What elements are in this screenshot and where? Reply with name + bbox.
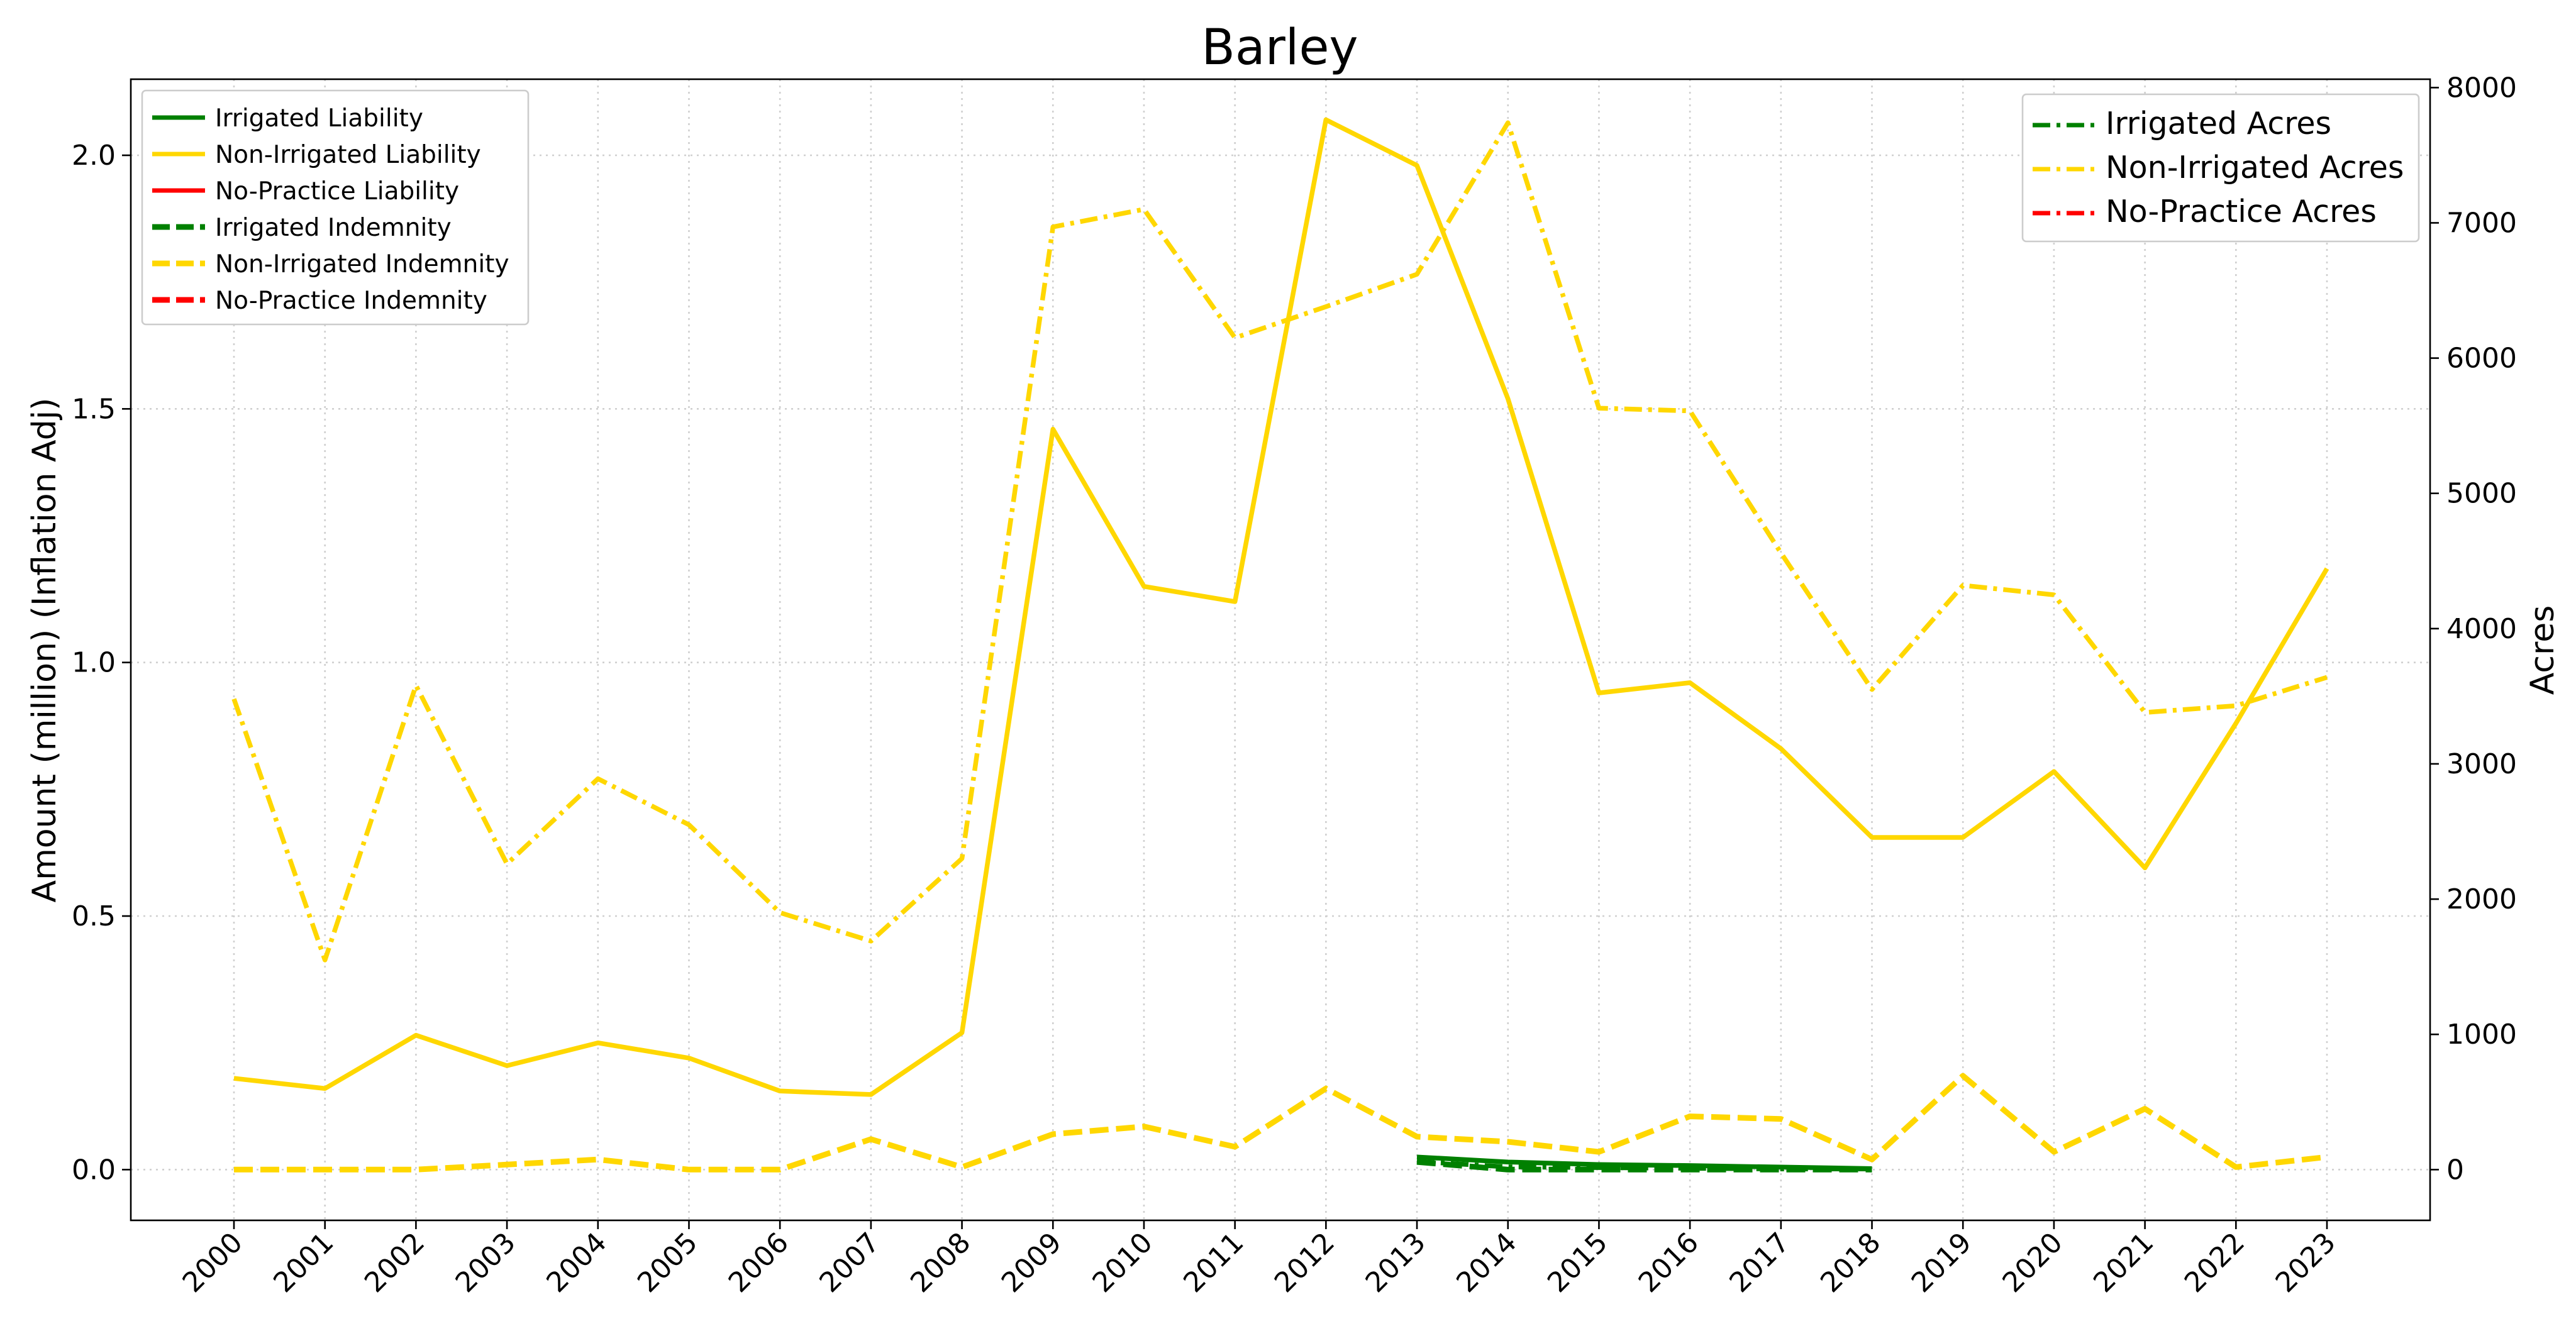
legend-label: Irrigated Indemnity <box>215 214 452 242</box>
y-tick-label-right: 1000 <box>2446 1019 2517 1051</box>
x-tick-label: 2002 <box>358 1227 431 1299</box>
y-tick-label-left: 1.0 <box>72 647 116 679</box>
x-tick-label: 2007 <box>813 1227 886 1299</box>
series-irrigated-acres <box>1416 1159 1872 1172</box>
legend-label: Irrigated Liability <box>215 104 423 133</box>
plot-frame <box>130 78 2431 1222</box>
x-tick-label: 2001 <box>267 1227 340 1299</box>
x-tick-label: 2003 <box>450 1227 522 1299</box>
y-tick-label-left: 2.0 <box>72 140 116 172</box>
series-layer <box>231 117 2329 1173</box>
legend-label: Non-Irrigated Liability <box>215 141 481 169</box>
y-tick-label-right: 6000 <box>2446 343 2517 375</box>
x-tick-label: 2005 <box>631 1227 704 1299</box>
legend-label: Non-Irrigated Indemnity <box>215 250 509 279</box>
x-tick-label: 2018 <box>1814 1227 1887 1299</box>
y-tick-label-right: 7000 <box>2446 207 2517 239</box>
x-tick-label: 2012 <box>1269 1227 1341 1299</box>
y-tick-label-left: 0.5 <box>72 900 116 932</box>
x-tick-label: 2009 <box>996 1227 1068 1299</box>
legend-label: No-Practice Acres <box>2106 194 2377 229</box>
legend-label: Irrigated Acres <box>2106 106 2331 141</box>
x-tick-label: 2004 <box>540 1227 613 1299</box>
y-tick-label-right: 3000 <box>2446 748 2517 780</box>
x-tick-label: 2021 <box>2087 1227 2160 1299</box>
x-tick-label: 2010 <box>1086 1227 1158 1299</box>
series-non-irrigated-indemnity <box>234 1073 2328 1173</box>
x-tick-label: 2022 <box>2179 1227 2251 1299</box>
x-tick-label: 2019 <box>1906 1227 1978 1299</box>
x-tick-label: 2023 <box>2270 1227 2342 1299</box>
chart-title: Barley <box>1201 19 1358 76</box>
x-tick-label: 2015 <box>1541 1227 1614 1299</box>
legend-liability-indemnity: Irrigated Liability Non-Irrigated Liabili… <box>141 89 530 326</box>
series-non-irrigated-acres <box>231 120 2328 963</box>
x-tick-label: 2014 <box>1450 1227 1523 1299</box>
x-tick-label: 2008 <box>904 1227 977 1299</box>
x-tick-label: 2011 <box>1177 1227 1250 1299</box>
legend-label: No-Practice Indemnity <box>215 287 487 315</box>
y-tick-label-left: 1.5 <box>72 393 116 425</box>
x-tick-label: 2000 <box>177 1227 249 1299</box>
y-tick-label-left: 0.0 <box>72 1154 116 1186</box>
y-tick-label-right: 8000 <box>2446 72 2517 104</box>
legend-frame <box>2021 93 2420 243</box>
legend-acres: Irrigated Acres Non-Irrigated Acres No-Pra… <box>2021 93 2420 243</box>
legend-label: No-Practice Liability <box>215 177 459 206</box>
y-tick-label-right: 5000 <box>2446 478 2517 510</box>
y-tick-label-right: 0 <box>2446 1154 2464 1186</box>
legend-label: Non-Irrigated Acres <box>2106 150 2404 185</box>
series-non-irrigated-liability <box>233 117 2329 1097</box>
grid-layer <box>131 79 2430 1220</box>
x-tick-label: 2020 <box>1996 1227 2068 1299</box>
x-tick-label: 2006 <box>723 1227 795 1299</box>
y-axis-label-right: Acres <box>2524 605 2562 695</box>
legend-frame <box>141 89 530 326</box>
x-tick-label: 2017 <box>1723 1227 1796 1299</box>
x-tick-label: 2013 <box>1360 1227 1432 1299</box>
y-axis-label-left: Amount (million) (Inflation Adj) <box>26 398 64 903</box>
y-tick-label-right: 2000 <box>2446 883 2517 915</box>
y-tick-label-right: 4000 <box>2446 613 2517 645</box>
x-tick-label: 2016 <box>1633 1227 1705 1299</box>
